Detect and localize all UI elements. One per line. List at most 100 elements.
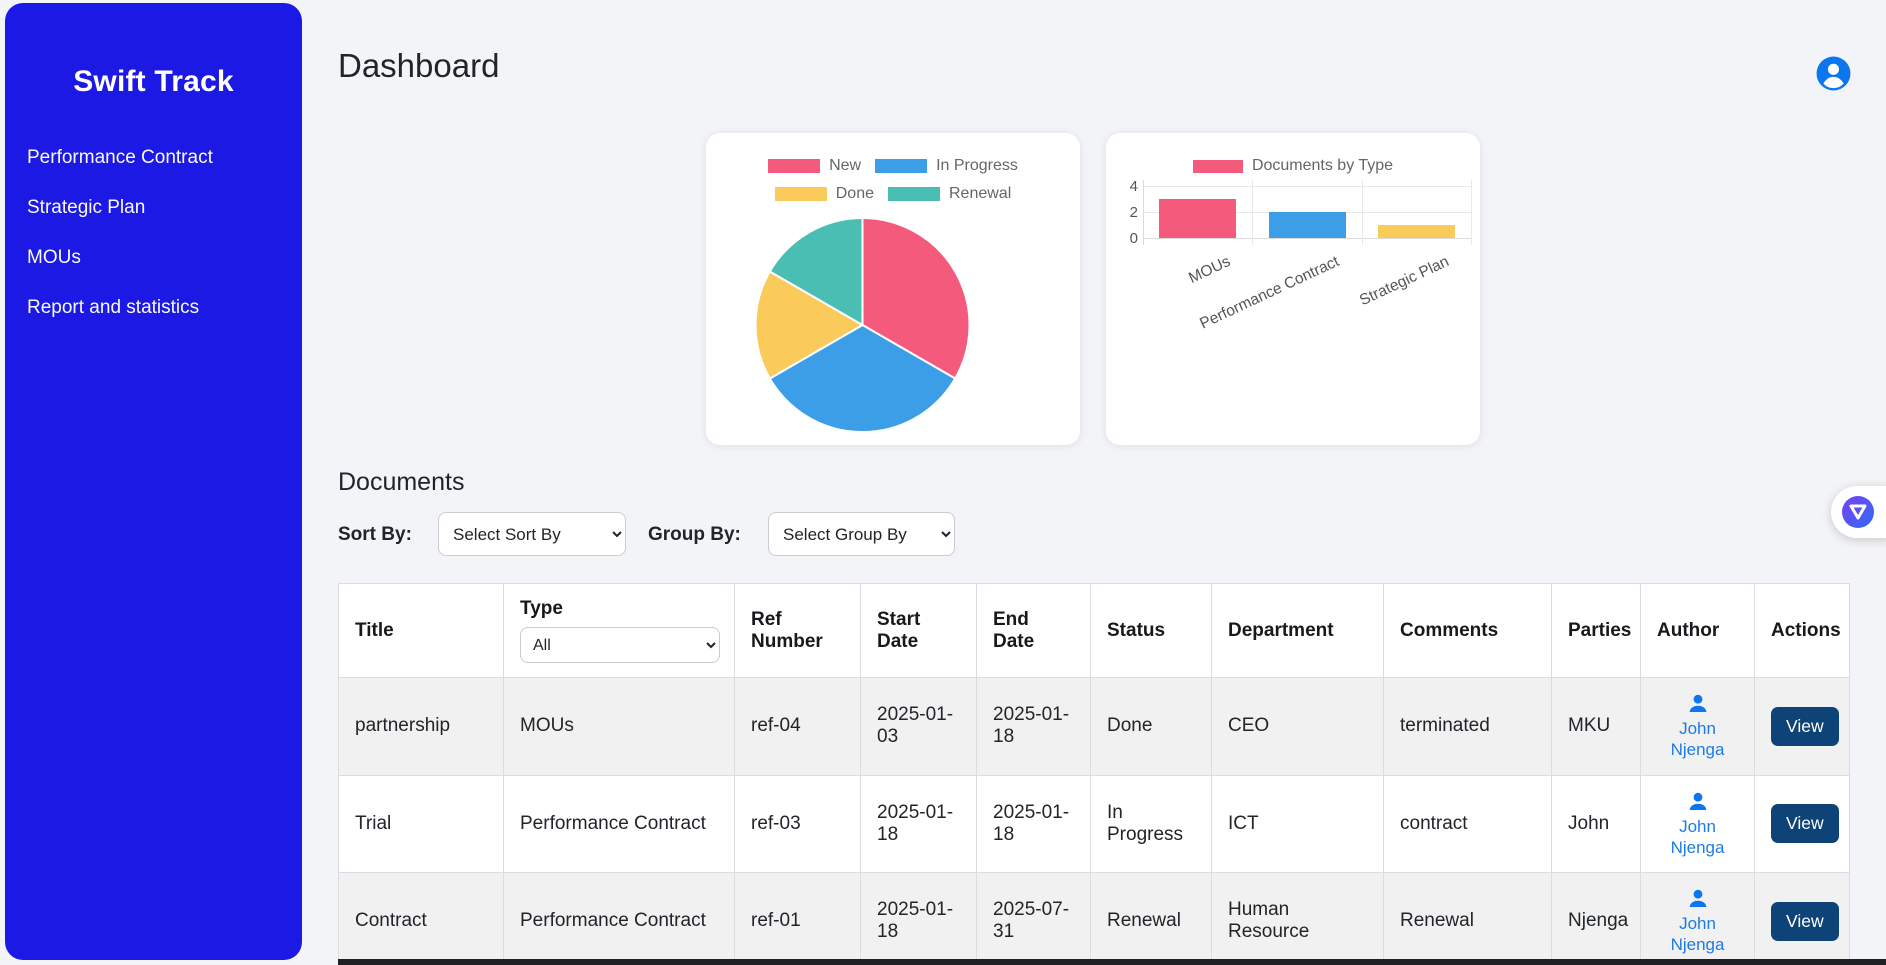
view-button[interactable]: View: [1771, 804, 1839, 844]
legend-label: Documents by Type: [1251, 157, 1394, 174]
person-icon: [1689, 889, 1706, 907]
bar-strategic-plan[interactable]: [1377, 225, 1455, 238]
documents-table-container: Title Type All Ref Number Start Date End…: [338, 583, 1850, 965]
cell-status: Done: [1090, 677, 1212, 776]
pie-legend-item-new[interactable]: New: [768, 157, 861, 175]
group-by-select[interactable]: Select Group By: [768, 512, 955, 556]
documents-heading: Documents: [338, 468, 465, 496]
legend-swatch-icon: [1192, 159, 1243, 173]
horizontal-scrollbar[interactable]: [338, 959, 1886, 965]
col-header-type: Type All: [503, 583, 735, 678]
cell-end-date: 2025-01-18: [976, 774, 1091, 873]
sidebar-item-strategic-plan[interactable]: Strategic Plan: [27, 197, 146, 218]
col-header-parties: Parties: [1551, 583, 1641, 678]
legend-label: Renewal: [948, 185, 1012, 202]
group-by-label: Group By:: [648, 524, 741, 545]
bar-mous[interactable]: [1159, 199, 1237, 238]
cell-type: MOUs: [503, 677, 735, 776]
cell-title: partnership: [338, 677, 504, 776]
user-account-button[interactable]: [1815, 55, 1852, 92]
sidebar: Swift Track Performance Contract Strategi…: [5, 3, 302, 960]
status-pie-chart: [754, 216, 971, 433]
y-axis-tick-label: 4: [1129, 178, 1138, 195]
sort-by-label: Sort By:: [338, 524, 412, 545]
person-icon: [1689, 694, 1706, 712]
col-header-author: Author: [1640, 583, 1755, 678]
cell-title: Trial: [338, 774, 504, 873]
pie-slice-new[interactable]: [861, 216, 971, 380]
col-header-start-date: Start Date: [860, 583, 977, 678]
gridline: [1471, 180, 1472, 245]
y-axis-tick-label: 0: [1129, 230, 1138, 247]
browser-extension-widget[interactable]: [1831, 486, 1886, 538]
gridline: [1143, 186, 1471, 187]
cell-type: Performance Contract: [503, 872, 735, 965]
cell-author: John Njenga: [1640, 774, 1755, 873]
x-axis-label-strategic-plan: Strategic Plan: [1356, 253, 1452, 310]
col-header-actions: Actions: [1754, 583, 1850, 678]
status-pie-chart-card: New In Progress Done Renewal: [706, 133, 1080, 445]
bar-legend-item-documents-by-type[interactable]: Documents by Type: [1192, 157, 1394, 175]
documents-by-type-bar-chart-card: Documents by Type 4 2 0 MOUs Performance Con…: [1106, 133, 1480, 445]
cell-status: In Progress: [1090, 774, 1212, 873]
legend-swatch-icon: [887, 187, 940, 201]
cell-comments: terminated: [1383, 677, 1552, 776]
x-axis-label-mous: MOUs: [1185, 253, 1233, 287]
cell-start-date: 2025-01-03: [860, 677, 977, 776]
y-axis-tick-label: 2: [1129, 204, 1138, 221]
sidebar-item-mous[interactable]: MOUs: [27, 247, 81, 268]
pie-legend: New In Progress Done Renewal: [743, 157, 1043, 203]
cell-end-date: 2025-07-31: [976, 872, 1091, 965]
documents-table: Title Type All Ref Number Start Date End…: [338, 583, 1850, 965]
cell-comments: Renewal: [1383, 872, 1552, 965]
cell-actions: View: [1754, 774, 1850, 873]
cell-author: John Njenga: [1640, 872, 1755, 965]
sidebar-item-report-and-statistics[interactable]: Report and statistics: [27, 297, 200, 318]
bar-legend: Documents by Type: [1123, 157, 1463, 175]
pie-slice-renewal[interactable]: [768, 216, 864, 327]
type-filter-select[interactable]: All: [520, 627, 720, 663]
pie-legend-item-done[interactable]: Done: [774, 185, 874, 203]
col-header-title: Title: [338, 583, 504, 678]
pie-slice-done[interactable]: [754, 270, 865, 380]
table-row: Contract Performance Contract ref-01 2025-0…: [338, 872, 1850, 965]
cell-department: ICT: [1211, 774, 1384, 873]
cell-end-date: 2025-01-18: [976, 677, 1091, 776]
author-link[interactable]: John Njenga: [1670, 914, 1725, 955]
cell-ref-number: ref-01: [734, 872, 861, 965]
legend-label: New: [829, 157, 862, 174]
pie-legend-item-renewal[interactable]: Renewal: [887, 185, 1012, 203]
view-button[interactable]: View: [1771, 706, 1839, 746]
author-link[interactable]: John Njenga: [1670, 719, 1725, 760]
bar-performance-contract[interactable]: [1268, 212, 1346, 238]
col-header-status: Status: [1090, 583, 1212, 678]
author-link[interactable]: John Njenga: [1670, 816, 1725, 857]
legend-label: In Progress: [936, 157, 1018, 174]
cell-parties: John: [1551, 774, 1641, 873]
table-row: partnership MOUs ref-04 2025-01-03 2025-01-1…: [338, 677, 1850, 776]
table-row: Trial Performance Contract ref-03 2025-01-1…: [338, 774, 1850, 873]
cell-comments: contract: [1383, 774, 1552, 873]
sort-by-select[interactable]: Select Sort By: [438, 512, 626, 556]
col-header-end-date: End Date: [976, 583, 1091, 678]
cell-department: Human Resource: [1211, 872, 1384, 965]
gridline: [1143, 238, 1471, 239]
gridline: [1143, 180, 1144, 245]
cell-parties: Njenga: [1551, 872, 1641, 965]
cell-author: John Njenga: [1640, 677, 1755, 776]
view-button[interactable]: View: [1771, 901, 1839, 941]
person-icon: [1689, 792, 1706, 810]
legend-label: Done: [835, 185, 874, 202]
sidebar-item-performance-contract[interactable]: Performance Contract: [27, 147, 213, 168]
cell-actions: View: [1754, 872, 1850, 965]
cell-actions: View: [1754, 677, 1850, 776]
page-title: Dashboard: [338, 47, 500, 84]
col-header-type-label: Type: [520, 598, 563, 619]
cell-department: CEO: [1211, 677, 1384, 776]
user-icon: [1816, 56, 1851, 91]
app-title: Swift Track: [73, 65, 234, 98]
cell-start-date: 2025-01-18: [860, 872, 977, 965]
pie-legend-item-in-progress[interactable]: In Progress: [875, 157, 1018, 175]
cell-start-date: 2025-01-18: [860, 774, 977, 873]
author-profile: John Njenga: [1657, 790, 1738, 859]
